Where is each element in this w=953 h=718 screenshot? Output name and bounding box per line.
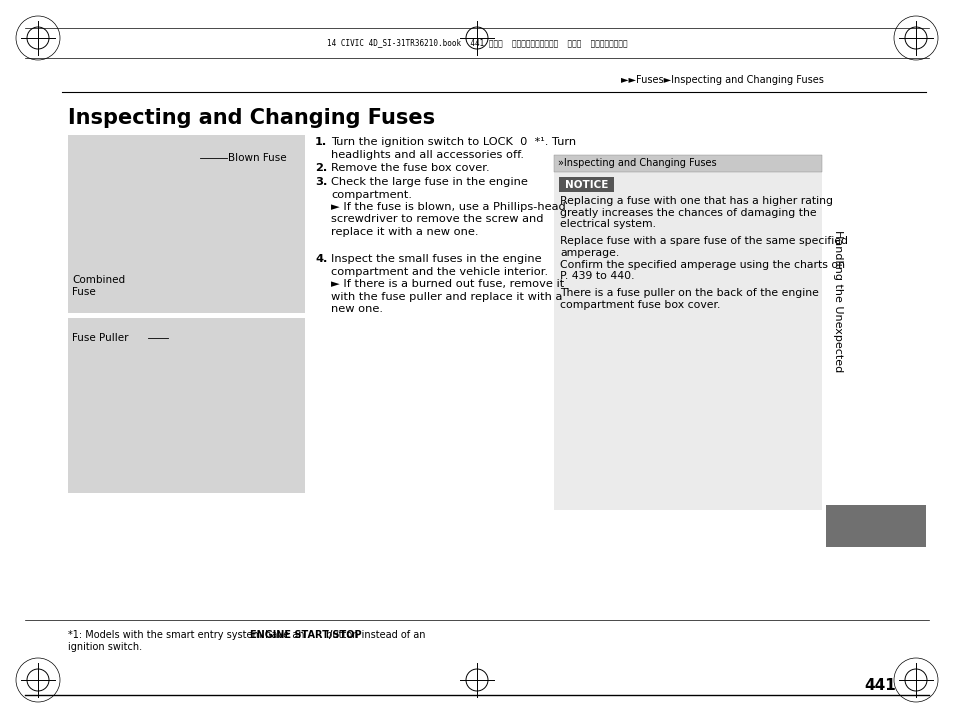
Text: »Inspecting and Changing Fuses: »Inspecting and Changing Fuses: [558, 159, 716, 169]
Bar: [554, 155, 821, 510]
Text: replace it with a new one.: replace it with a new one.: [331, 227, 478, 237]
Text: screwdriver to remove the screw and: screwdriver to remove the screw and: [331, 215, 543, 225]
Text: button instead of an: button instead of an: [323, 630, 425, 640]
Text: There is a fuse puller on the back of the engine: There is a fuse puller on the back of th…: [559, 289, 818, 299]
Text: Replace fuse with a spare fuse of the same specified: Replace fuse with a spare fuse of the sa…: [559, 236, 847, 246]
Text: Remove the fuse box cover.: Remove the fuse box cover.: [331, 163, 489, 173]
Text: compartment fuse box cover.: compartment fuse box cover.: [559, 300, 720, 310]
Text: Inspecting and Changing Fuses: Inspecting and Changing Fuses: [68, 108, 435, 128]
Text: ►►Fuses►Inspecting and Changing Fuses: ►►Fuses►Inspecting and Changing Fuses: [620, 75, 823, 85]
Bar: [554, 155, 821, 172]
Text: Replacing a fuse with one that has a higher rating: Replacing a fuse with one that has a hig…: [559, 196, 832, 206]
Text: Handling the Unexpected: Handling the Unexpected: [832, 230, 842, 372]
Text: Combined
Fuse: Combined Fuse: [71, 275, 125, 297]
Text: with the fuse puller and replace it with a: with the fuse puller and replace it with…: [331, 292, 561, 302]
Bar: [825, 505, 925, 547]
Text: Confirm the specified amperage using the charts on: Confirm the specified amperage using the…: [559, 259, 844, 269]
Bar: [68, 318, 305, 493]
Text: headlights and all accessories off.: headlights and all accessories off.: [331, 149, 523, 159]
Text: 1.: 1.: [314, 137, 327, 147]
Text: 441: 441: [863, 679, 895, 694]
Text: 4.: 4.: [314, 254, 327, 264]
Text: ► If there is a burned out fuse, remove it: ► If there is a burned out fuse, remove …: [331, 279, 563, 289]
Text: NOTICE: NOTICE: [564, 180, 608, 190]
Text: new one.: new one.: [331, 304, 382, 314]
Text: amperage.: amperage.: [559, 248, 618, 258]
Text: Check the large fuse in the engine: Check the large fuse in the engine: [331, 177, 527, 187]
Text: compartment.: compartment.: [331, 190, 412, 200]
Text: 2.: 2.: [314, 163, 327, 173]
Text: Inspect the small fuses in the engine: Inspect the small fuses in the engine: [331, 254, 541, 264]
Text: greatly increases the chances of damaging the: greatly increases the chances of damagin…: [559, 208, 816, 218]
Text: Blown Fuse: Blown Fuse: [228, 153, 286, 163]
Text: Fuse Puller: Fuse Puller: [71, 333, 129, 343]
Text: ENGINE START/STOP: ENGINE START/STOP: [250, 630, 361, 640]
Bar: [68, 135, 305, 313]
Bar: [558, 177, 614, 192]
Text: ignition switch.: ignition switch.: [68, 642, 142, 652]
Text: P. 439 to 440.: P. 439 to 440.: [559, 271, 634, 281]
Text: Turn the ignition switch to LOCK  0  *¹. Turn: Turn the ignition switch to LOCK 0 *¹. T…: [331, 137, 576, 147]
Text: compartment and the vehicle interior.: compartment and the vehicle interior.: [331, 267, 548, 277]
Text: electrical system.: electrical system.: [559, 219, 656, 229]
Text: 3.: 3.: [314, 177, 327, 187]
Text: 14 CIVIC 4D_SI-31TR36210.book  441 ページ  ２０１４年１月３０日  木曜日  午後１２時１８分: 14 CIVIC 4D_SI-31TR36210.book 441 ページ ２０…: [326, 39, 627, 47]
Text: ► If the fuse is blown, use a Phillips-head: ► If the fuse is blown, use a Phillips-h…: [331, 202, 565, 212]
Text: *1: Models with the smart entry system have an: *1: Models with the smart entry system h…: [68, 630, 307, 640]
